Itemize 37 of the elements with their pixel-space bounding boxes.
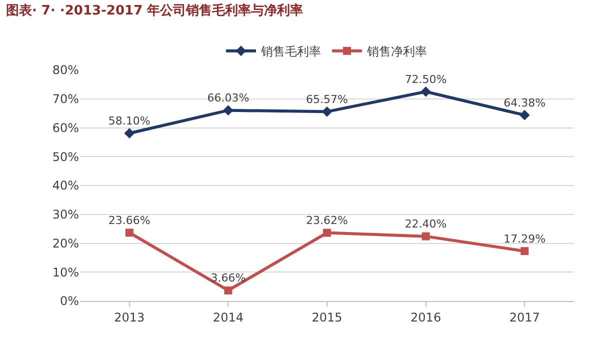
point: [420, 86, 431, 97]
legend-label: 销售净利率: [366, 44, 427, 59]
point: [223, 105, 234, 116]
point: [125, 228, 134, 237]
point: [323, 228, 331, 237]
data-label: 23.62%: [306, 214, 348, 228]
y-tick-label: 60%: [52, 120, 79, 135]
x-tick-label: 2016: [410, 310, 442, 324]
data-label: 23.66%: [108, 214, 150, 227]
data-label: 65.57%: [306, 92, 348, 106]
point: [322, 106, 332, 117]
point: [124, 128, 135, 138]
x-tick-label: 2014: [212, 310, 244, 324]
x-tick-label: 2013: [114, 310, 145, 324]
y-tick-label: 50%: [52, 150, 79, 164]
y-tick-label: 70%: [52, 92, 79, 106]
data-label: 3.66%: [210, 272, 246, 285]
y-tick-label: 40%: [52, 178, 79, 193]
data-label: 66.03%: [207, 92, 250, 105]
legend-label: 销售毛利率: [260, 44, 321, 59]
y-tick-label: 30%: [52, 208, 79, 222]
y-tick-label: 0%: [60, 294, 79, 308]
point: [520, 247, 529, 256]
point: [224, 286, 232, 294]
data-label: 17.29%: [504, 232, 546, 246]
data-label: 58.10%: [108, 114, 150, 128]
x-tick-label: 2015: [312, 310, 342, 324]
chart-title: 图表· 7· ·2013-2017 年公司销售毛利率与净利率: [6, 2, 304, 18]
y-tick-label: 10%: [52, 265, 79, 280]
data-label: 22.40%: [404, 218, 447, 231]
y-tick-label: 20%: [52, 236, 79, 250]
x-tick-label: 2017: [509, 310, 540, 324]
data-label: 72.50%: [404, 72, 447, 86]
y-tick-label: 80%: [52, 63, 79, 78]
point: [422, 232, 430, 240]
data-label: 64.38%: [504, 96, 546, 110]
point: [519, 110, 530, 120]
